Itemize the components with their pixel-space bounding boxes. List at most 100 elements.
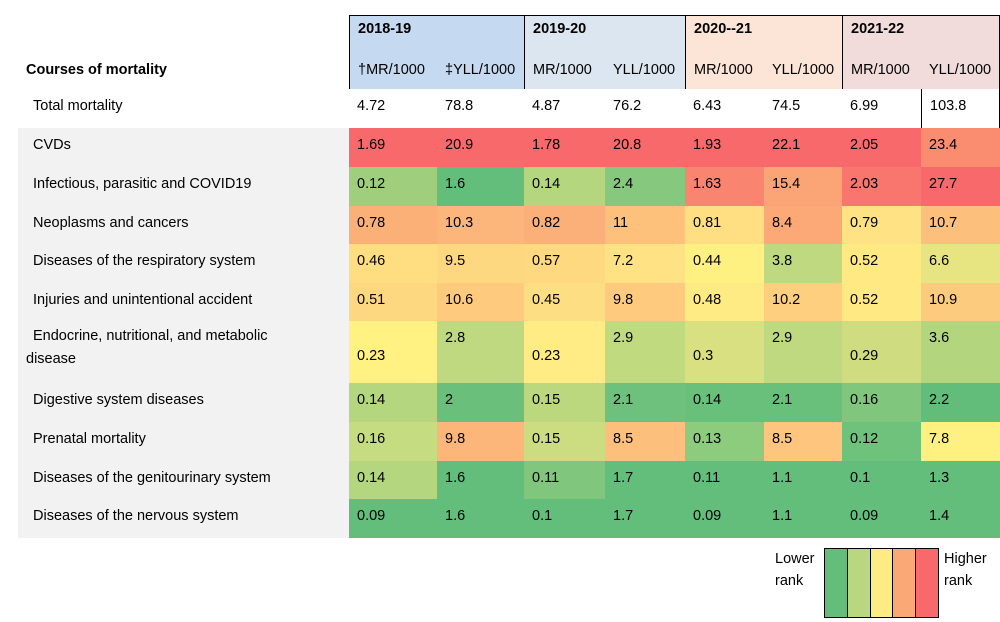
value-cell: 2.03: [842, 167, 921, 206]
value-cell: 8.5: [605, 422, 685, 461]
value-cell: 1.6: [437, 461, 524, 499]
table-row: CVDs 1.69 20.9 1.78 20.8 1.93 22.1 2.05 23.4: [18, 128, 1000, 167]
value-cell: 2.05: [842, 128, 921, 167]
legend-swatch: [916, 549, 938, 617]
column-subheader: †MR/1000: [349, 52, 437, 89]
table-row: Diseases of the nervous system 0.09 1.6 0.1…: [18, 499, 1000, 538]
value-cell: 0.3: [685, 321, 764, 383]
value-cell: 0.29: [842, 321, 921, 383]
value-cell: 0.1: [524, 499, 605, 538]
table-row: Digestive system diseases 0.14 2 0.15 2.1 0.1…: [18, 383, 1000, 422]
value-cell: 9.8: [605, 283, 685, 321]
table-row: Prenatal mortality 0.16 9.8 0.15 8.5 0.13 8.5 0…: [18, 422, 1000, 461]
value-cell: 2.4: [605, 167, 685, 206]
value-cell: 8.5: [764, 422, 842, 461]
value-cell: 0.45: [524, 283, 605, 321]
value-cell: 2.1: [605, 383, 685, 422]
table-row: Neoplasms and cancers 0.78 10.3 0.82 11 0.81 8…: [18, 206, 1000, 244]
value-cell: 0.16: [349, 422, 437, 461]
value-cell: 10.9: [921, 283, 1000, 321]
value-cell: 0.51: [349, 283, 437, 321]
value-cell: 2.2: [921, 383, 1000, 422]
value-cell: 1.7: [605, 461, 685, 499]
row-header-label: Courses of mortality: [26, 62, 167, 78]
legend-high-label: Higher rank: [944, 551, 987, 589]
column-subheader: MR/1000: [524, 52, 605, 89]
table-row: Diseases of the genitourinary system 0.14…: [18, 461, 1000, 499]
value-cell: 2.8: [437, 321, 524, 383]
column-subheader: MR/1000: [685, 52, 764, 89]
legend-swatch: [825, 549, 848, 617]
value-cell: 0.81: [685, 206, 764, 244]
value-cell: 78.8: [445, 98, 474, 114]
value-cell: 20.8: [605, 128, 685, 167]
value-cell: 1.1: [764, 461, 842, 499]
value-cell: 2: [437, 383, 524, 422]
value-cell: 76.2: [613, 98, 642, 114]
legend-swatch: [893, 549, 917, 617]
row-label: CVDs: [18, 128, 349, 167]
value-cell: 3.6: [921, 321, 1000, 383]
value-cell: 1.6: [437, 499, 524, 538]
value-cell: 7.2: [605, 244, 685, 283]
value-cell: 6.99: [850, 98, 879, 114]
row-label: Diseases of the nervous system: [18, 499, 349, 538]
value-cell: 0.14: [349, 461, 437, 499]
value-cell: 11: [605, 206, 685, 244]
table-row: Injuries and unintentional accident 0.51 1…: [18, 283, 1000, 321]
value-cell: 0.14: [685, 383, 764, 422]
value-cell: 0.09: [842, 499, 921, 538]
subheader-row: Courses of mortality †MR/1000 ‡YLL/1000 MR…: [18, 52, 1000, 89]
row-label: Digestive system diseases: [18, 383, 349, 422]
value-cell: 6.6: [921, 244, 1000, 283]
value-cell: 1.63: [685, 167, 764, 206]
value-cell: 0.78: [349, 206, 437, 244]
column-subheader: YLL/1000: [764, 52, 842, 89]
value-cell: 1.3: [921, 461, 1000, 499]
value-cell: 1.93: [685, 128, 764, 167]
value-cell: 0.57: [524, 244, 605, 283]
value-cell: 23.4: [921, 128, 1000, 167]
value-cell: 0.82: [524, 206, 605, 244]
year-header: 2020--21: [685, 15, 842, 52]
row-label: Infectious, parasitic and COVID19: [18, 167, 349, 206]
column-subheader: YLL/1000: [605, 52, 685, 89]
value-cell: 0.79: [842, 206, 921, 244]
value-cell: 0.11: [524, 461, 605, 499]
value-cell: 10.7: [921, 206, 1000, 244]
value-cell: 2.9: [764, 321, 842, 383]
column-subheader: YLL/1000: [921, 52, 1000, 89]
value-cell: 10.2: [764, 283, 842, 321]
row-label: Total mortality: [33, 98, 123, 114]
value-cell: 0.44: [685, 244, 764, 283]
table-row: Total mortality 4.72 78.8 4.87 76.2 6.43 74.5 6…: [18, 89, 1000, 128]
value-cell: 10.6: [437, 283, 524, 321]
row-label: Injuries and unintentional accident: [18, 283, 349, 321]
legend-color-bar: [824, 548, 939, 618]
value-cell: 20.9: [437, 128, 524, 167]
year-header: 2021-22: [842, 15, 1000, 52]
value-cell: 0.14: [349, 383, 437, 422]
row-label: Neoplasms and cancers: [18, 206, 349, 244]
legend-low-label: Lower rank: [775, 551, 815, 589]
table-row: Infectious, parasitic and COVID19 0.12 1.6…: [18, 167, 1000, 206]
value-cell: 15.4: [764, 167, 842, 206]
value-cell: 0.15: [524, 422, 605, 461]
value-cell: 0.52: [842, 283, 921, 321]
value-cell: 0.11: [685, 461, 764, 499]
value-cell: 0.16: [842, 383, 921, 422]
value-cell: 9.5: [437, 244, 524, 283]
year-header-row: 2018-19 2019-20 2020--21 2021-22: [18, 15, 1000, 52]
value-cell: 74.5: [772, 98, 801, 114]
value-cell: 0.14: [524, 167, 605, 206]
legend-swatch: [847, 549, 871, 617]
value-cell: 0.23: [524, 321, 605, 383]
value-cell: 0.12: [349, 167, 437, 206]
value-cell: 0.15: [524, 383, 605, 422]
value-cell: 1.78: [524, 128, 605, 167]
value-cell: 0.1: [842, 461, 921, 499]
value-cell: 8.4: [764, 206, 842, 244]
value-cell: 1.69: [349, 128, 437, 167]
value-cell: 0.52: [842, 244, 921, 283]
column-subheader: MR/1000: [842, 52, 921, 89]
